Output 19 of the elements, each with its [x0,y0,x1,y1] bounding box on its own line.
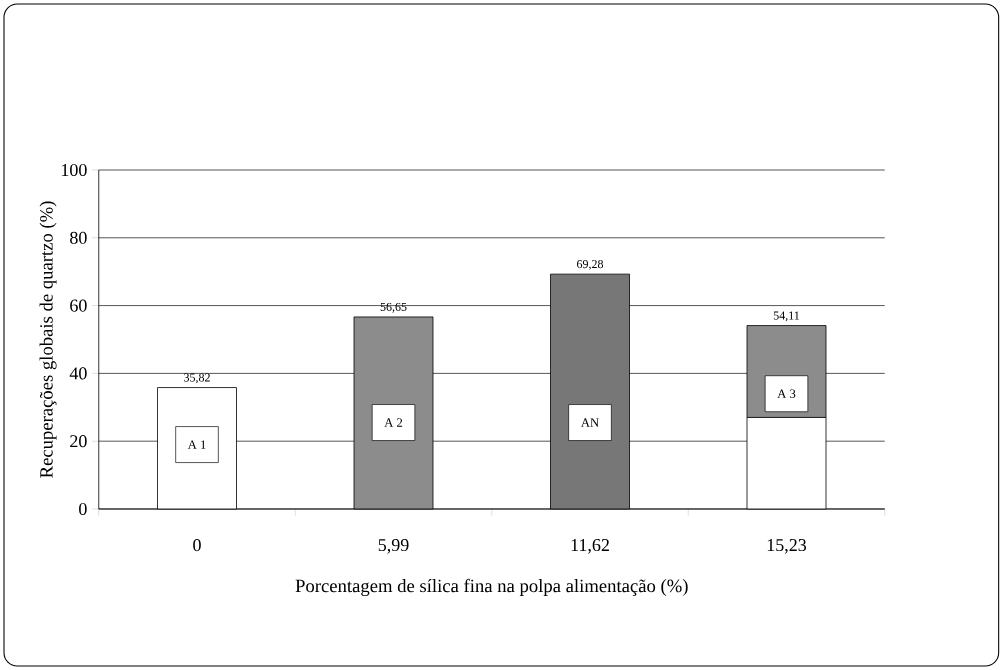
annotation: A 2 [384,418,403,427]
y-tick-label: 20 [70,435,87,448]
annotation: A 3 [777,389,796,398]
annotation: AN [580,418,599,427]
total-label: 35,82 [184,373,210,384]
y-tick-label: 100 [61,163,87,177]
annotation: A 1 [187,440,206,449]
total-label: 54,11 [773,311,800,322]
x-tick-label: 15,23 [767,539,807,554]
y-tick-label: 40 [69,367,87,380]
y-tick-label: 0 [79,502,87,516]
y-tick-label: 60 [70,299,87,312]
total-label: 69,28 [577,260,604,270]
x-tick-label: 11,62 [571,539,609,554]
y-tick-label: 80 [70,231,87,244]
x-tick-label: 5,99 [378,539,409,554]
y-axis-title: Recuperações globais de quartzo (%) [39,201,57,478]
x-tick-label: 0 [193,539,201,552]
x-axis-title: Porcentagem de sílica fina na polpa alimentação (%) [295,578,688,597]
